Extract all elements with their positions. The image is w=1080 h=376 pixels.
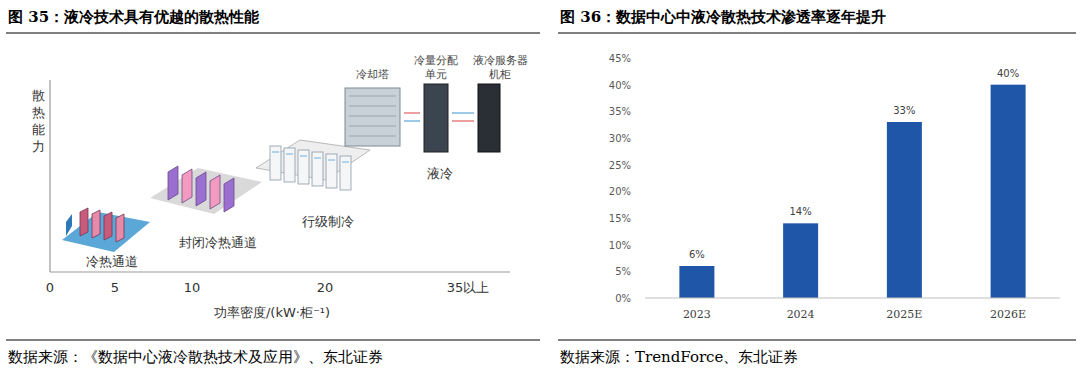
shape <box>349 106 396 107</box>
arrow <box>452 120 474 121</box>
source-rule <box>558 340 1076 341</box>
x-tick-label: 20 <box>317 280 334 295</box>
shape <box>340 156 351 190</box>
illustrations <box>62 84 500 252</box>
cabinet <box>478 84 500 152</box>
shape <box>116 214 124 242</box>
arrow <box>452 112 474 113</box>
component-label: 单元 <box>425 68 447 81</box>
shape <box>312 152 323 186</box>
shape <box>300 156 307 157</box>
stage-label: 封闭冷热通道 <box>179 235 257 250</box>
chart-title: 图 36：数据中心中液冷散热技术渗透率逐年提升 <box>560 8 886 26</box>
y-label: 力 <box>32 139 45 154</box>
shape <box>326 154 337 188</box>
x-tick-label: 10 <box>184 280 201 295</box>
shape <box>286 154 293 155</box>
component-label: 冷量分配 <box>414 54 458 67</box>
y-axis <box>49 80 50 272</box>
y-tick-label: 25% <box>609 160 631 171</box>
bar <box>679 266 714 298</box>
x-tick-label: 0 <box>46 280 54 295</box>
shape <box>270 146 281 180</box>
shape <box>168 166 178 200</box>
x-axis <box>645 298 1060 299</box>
shape <box>182 169 192 203</box>
y-tick-label: 15% <box>609 213 631 224</box>
x-label: 功率密度/(kW·柜⁻¹) <box>214 305 330 320</box>
component-label: 机柜 <box>489 68 511 81</box>
shape <box>80 208 88 236</box>
y-tick-label: 35% <box>609 106 631 117</box>
y-tick-label: 20% <box>609 186 631 197</box>
y-tick-label: 45% <box>609 53 631 64</box>
y-tick-label: 30% <box>609 133 631 144</box>
shape <box>210 175 220 209</box>
shape <box>92 210 100 238</box>
bar <box>783 223 818 298</box>
stage-label: 行级制冷 <box>302 214 354 229</box>
cdu <box>424 84 448 152</box>
data-label: 33% <box>893 105 915 116</box>
source-rule <box>6 340 540 341</box>
x-tick-label: 2025E <box>886 308 922 321</box>
bar <box>887 122 922 298</box>
shape <box>284 148 295 182</box>
y-label: 能 <box>32 122 45 137</box>
data-label: 40% <box>997 68 1019 79</box>
shape <box>349 116 396 117</box>
y-tick-label: 0% <box>615 293 631 304</box>
shape <box>349 126 396 127</box>
arrow <box>404 120 420 121</box>
y-label: 散 <box>32 88 45 103</box>
figure-title: 图 35：液冷技术具有优越的散热性能 <box>8 8 260 26</box>
x-tick-label: 2026E <box>990 308 1026 321</box>
arrow <box>404 112 420 113</box>
data-label: 14% <box>790 206 812 217</box>
shape <box>104 212 112 240</box>
y-label: 热 <box>32 105 45 120</box>
title-rule <box>6 33 540 34</box>
shape <box>328 160 335 161</box>
shape <box>150 168 262 214</box>
y-tick-label: 5% <box>615 266 631 277</box>
shape <box>298 150 309 184</box>
x-axis <box>50 271 510 272</box>
shape <box>342 162 349 163</box>
stage-label: 冷热通道 <box>86 254 138 269</box>
y-tick-label: 10% <box>609 240 631 251</box>
stage-label: 液冷 <box>427 166 453 181</box>
shape <box>349 96 396 97</box>
data-label: 6% <box>689 249 705 260</box>
shape <box>272 152 279 153</box>
shape <box>314 158 321 159</box>
component-label: 液冷服务器 <box>473 54 528 67</box>
title-rule <box>558 33 1076 34</box>
shape <box>62 212 150 252</box>
bars <box>679 85 1025 298</box>
x-tick-label: 2024 <box>787 308 815 321</box>
cooling-tower <box>345 88 400 146</box>
shape <box>349 136 396 137</box>
x-tick-label: 35以上 <box>447 280 490 295</box>
source: 数据来源：《数据中心液冷散热技术及应用》、东北证券 <box>8 348 383 366</box>
x-tick-label: 5 <box>111 280 119 295</box>
bar <box>991 85 1026 298</box>
shape <box>224 178 234 212</box>
source: 数据来源：TrendForce、东北证券 <box>560 348 798 366</box>
x-tick-label: 2023 <box>683 308 711 321</box>
y-tick-label: 40% <box>609 80 631 91</box>
shape <box>196 172 206 206</box>
shape <box>66 214 72 236</box>
component-label: 冷却塔 <box>356 68 389 81</box>
figure: 图 35：液冷技术具有优越的散热性能数据来源：《数据中心液冷散热技术及应用》、东… <box>0 0 1080 376</box>
